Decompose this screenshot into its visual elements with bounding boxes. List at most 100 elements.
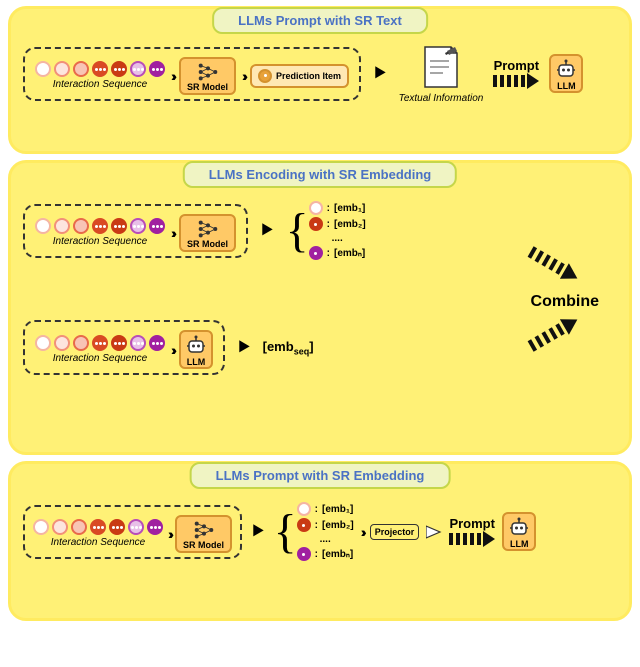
interaction-sequence: Interaction Sequence: [35, 218, 165, 247]
sequence-node: [73, 335, 89, 351]
arrow-icon: ⯈: [371, 61, 389, 87]
emb-dots: ....: [332, 233, 343, 244]
sequence-node: [92, 61, 108, 77]
arrow-icon: ⯈: [249, 519, 267, 545]
sr-model-label: SR Model: [187, 239, 228, 249]
llm-label: LLM: [510, 539, 529, 549]
sequence-node: [149, 61, 165, 77]
sequence-label: Interaction Sequence: [53, 79, 148, 90]
llm-box: LLM: [502, 512, 536, 551]
llm-label: LLM: [187, 357, 206, 367]
sr-model-box: SR Model: [179, 214, 236, 252]
embedding-list: { :[emb₁] :[emb₂] .... :[embₙ]: [274, 502, 354, 561]
sequence-node: [92, 335, 108, 351]
sequence-node: [33, 519, 49, 535]
interaction-sequence: Interaction Sequence: [33, 519, 163, 548]
node-icon: [309, 217, 323, 231]
emb-dots: ....: [320, 534, 331, 545]
llm-box: LLM: [549, 54, 583, 93]
chevron-icon: ›››: [168, 526, 170, 542]
sequence-node: [149, 335, 165, 351]
bars-arrow-icon: [493, 73, 539, 89]
panel-sr-encoding: LLMs Encoding with SR Embedding Interact…: [8, 160, 632, 455]
node-icon: [309, 201, 323, 215]
chevron-icon: ›››: [242, 68, 244, 84]
chevron-icon: ›››: [171, 225, 173, 241]
dashed-pipeline: Interaction Sequence ››› SR Model ››› Pr…: [23, 47, 361, 101]
sequence-node: [73, 61, 89, 77]
panel-title: LLMs Prompt with SR Embedding: [190, 462, 451, 489]
arrow-icon: ⯈: [235, 335, 253, 361]
sequence-node: [109, 519, 125, 535]
chevron-icon: ›››: [361, 524, 363, 540]
sequence-node: [130, 335, 146, 351]
sr-model-label: SR Model: [183, 540, 224, 550]
prediction-item-box: Prediction Item: [250, 64, 349, 88]
sequence-node: [54, 61, 70, 77]
bars-arrow-icon: [449, 531, 495, 547]
embedding-list: { :[emb₁] :[emb₂] .... :[embₙ]: [286, 201, 366, 260]
robot-icon: [508, 516, 530, 538]
node-icon: [297, 518, 311, 532]
sr-model-box: SR Model: [175, 515, 232, 553]
llm-box: LLM: [179, 330, 213, 369]
sequence-node: [130, 218, 146, 234]
arrow-icon: ⯈: [258, 218, 276, 244]
embn-label: [embₙ]: [334, 248, 365, 259]
node-icon: [297, 547, 311, 561]
chevron-icon: ›››: [171, 342, 173, 358]
node-icon: [309, 246, 323, 260]
sequence-label: Interaction Sequence: [51, 537, 146, 548]
node-icon: [297, 502, 311, 516]
prompt-label: Prompt: [449, 516, 495, 531]
emb-seq-label: [embseq]: [263, 339, 314, 357]
sequence-label: Interaction Sequence: [53, 236, 148, 247]
projector-cone-icon: [426, 524, 442, 540]
emb1-label: [emb₁]: [334, 203, 365, 214]
sr-model-label: SR Model: [187, 82, 228, 92]
combine-label: Combine: [531, 293, 599, 311]
robot-icon: [555, 58, 577, 80]
sequence-node: [54, 218, 70, 234]
diagonal-arrow-icon: [519, 313, 589, 353]
sequence-node: [35, 218, 51, 234]
panel-title: LLMs Prompt with SR Text: [212, 7, 428, 34]
dashed-pipeline-a: Interaction Sequence ››› SR Model: [23, 204, 248, 258]
panel-title: LLMs Encoding with SR Embedding: [183, 161, 457, 188]
robot-icon: [185, 334, 207, 356]
interaction-sequence: Interaction Sequence: [35, 335, 165, 364]
sequence-node: [52, 519, 68, 535]
sequence-node: [128, 519, 144, 535]
network-icon: [197, 219, 219, 239]
brace-icon: {: [274, 510, 297, 553]
chevron-icon: ›››: [171, 68, 173, 84]
sequence-node: [149, 218, 165, 234]
sequence-node: [71, 519, 87, 535]
dashed-pipeline: Interaction Sequence ››› SR Model: [23, 505, 242, 559]
sr-model-box: SR Model: [179, 57, 236, 95]
brace-icon: {: [286, 209, 309, 252]
prediction-node-icon: [258, 69, 272, 83]
emb1-label: [emb₁]: [322, 504, 353, 515]
sequence-node: [111, 218, 127, 234]
embn-label: [embₙ]: [322, 549, 353, 560]
panel-sr-text: LLMs Prompt with SR Text Interaction Seq…: [8, 6, 632, 154]
llm-label: LLM: [557, 81, 576, 91]
emb2-label: [emb₂]: [322, 520, 354, 531]
textual-info: Textual Information: [399, 43, 484, 104]
network-icon: [193, 520, 215, 540]
sequence-node: [111, 61, 127, 77]
prompt-label: Prompt: [494, 58, 540, 73]
sequence-node: [35, 61, 51, 77]
network-icon: [197, 62, 219, 82]
prompt-arrow: Prompt: [449, 516, 495, 547]
prompt-arrow: Prompt: [493, 58, 539, 89]
sequence-node: [130, 61, 146, 77]
note-pencil-icon: [419, 43, 463, 91]
sequence-node: [54, 335, 70, 351]
sequence-node: [35, 335, 51, 351]
diagonal-arrow-icon: [519, 245, 589, 285]
panel-sr-prompt-emb: LLMs Prompt with SR Embedding Interactio…: [8, 461, 632, 621]
emb2-label: [emb₂]: [334, 219, 366, 230]
interaction-sequence: Interaction Sequence: [35, 61, 165, 90]
